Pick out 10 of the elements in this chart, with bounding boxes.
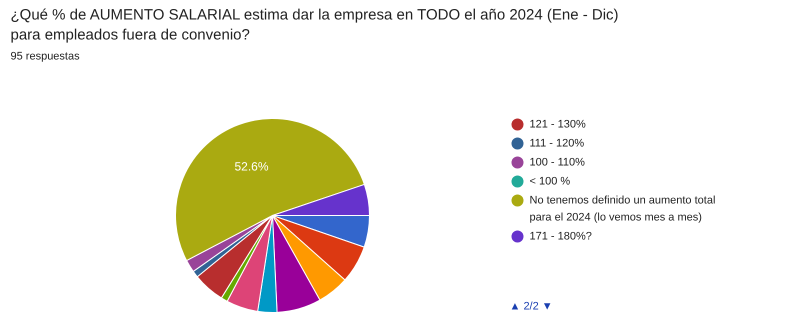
legend-label: No tenemos definido un aumento total para el 2024 (lo vemos mes a mes) — [530, 194, 716, 224]
legend-label: 111 - 120% — [530, 138, 584, 150]
legend-label: 171 - 180%? — [530, 230, 592, 242]
legend-label: < 100 % — [530, 176, 570, 188]
text: ▲ 2/2 ▼ — [510, 300, 553, 312]
data-label: 52.6% — [234, 159, 269, 174]
chart-title: ¿Qué % de AUMENTO SALARIAL estima dar la empresa en TODO el año 2024 (Ene - Dic) para empleados fuera de convenio? — [10, 6, 619, 44]
text: 95 respuestas — [10, 50, 80, 62]
legend-label: 121 - 130% — [530, 118, 586, 130]
legend-label: 100 - 110% — [530, 156, 586, 168]
